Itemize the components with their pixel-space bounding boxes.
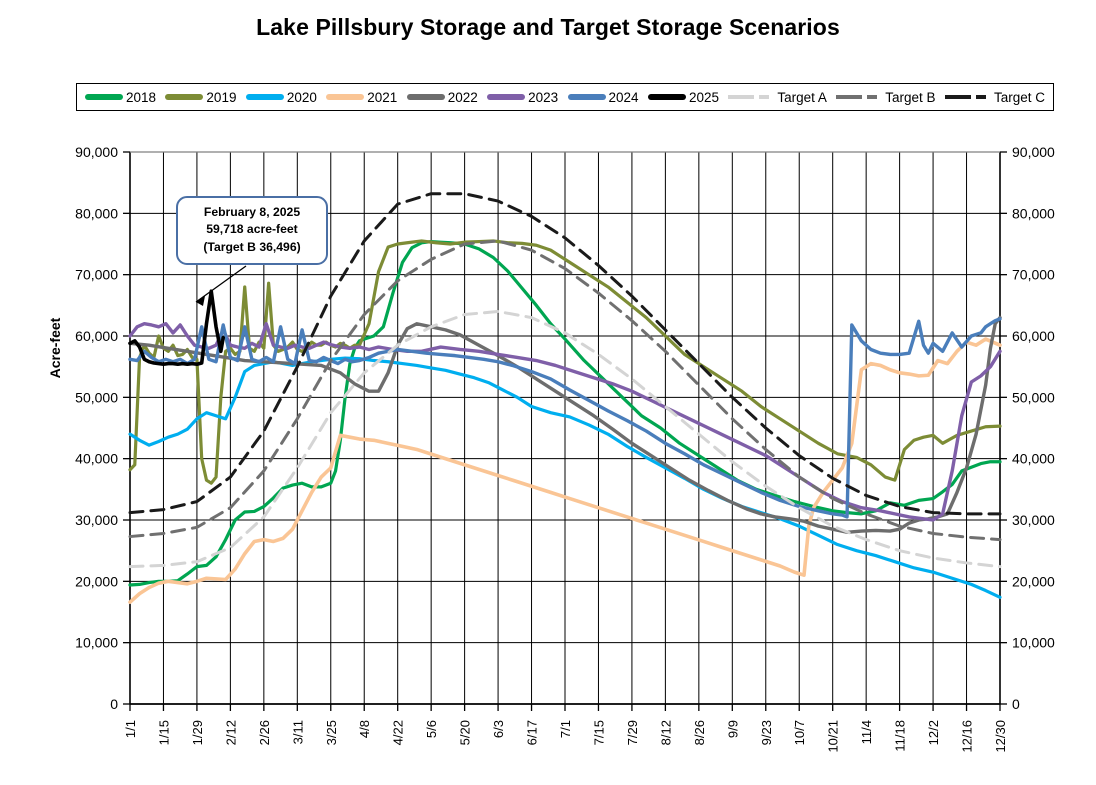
legend-swatch xyxy=(245,94,284,100)
legend-label: Target C xyxy=(993,89,1045,105)
legend-item-2020[interactable]: 2020 xyxy=(245,89,317,105)
x-tick-label: 3/11 xyxy=(290,720,305,744)
x-tick-label: 7/1 xyxy=(558,720,573,738)
x-tick-label: 1/29 xyxy=(190,720,205,745)
x-tick-label: 7/29 xyxy=(625,720,640,745)
x-tick-label: 5/20 xyxy=(458,720,473,745)
annotation-callout: February 8, 2025 59,718 acre-feet (Targe… xyxy=(176,196,328,265)
legend-swatch xyxy=(326,94,365,100)
y-tick-label-left: 60,000 xyxy=(75,328,118,344)
legend-item-target-c[interactable]: Target C xyxy=(944,89,1045,105)
y-tick-label-right: 80,000 xyxy=(1012,205,1055,221)
y-tick-label-left: 10,000 xyxy=(75,635,118,651)
legend-label: 2023 xyxy=(528,89,559,105)
x-tick-label: 8/12 xyxy=(658,720,673,745)
y-tick-label-right: 70,000 xyxy=(1012,267,1055,283)
legend-label: Target A xyxy=(777,89,827,105)
y-tick-label-left: 40,000 xyxy=(75,451,118,467)
y-tick-label-right: 10,000 xyxy=(1012,635,1055,651)
legend-item-2021[interactable]: 2021 xyxy=(326,90,397,105)
series-line-target-b xyxy=(128,239,1002,542)
x-tick-label: 1/1 xyxy=(123,720,138,738)
annotation-line-2: 59,718 acre-feet xyxy=(206,222,298,237)
legend-label: 2018 xyxy=(126,89,157,105)
x-tick-label: 10/21 xyxy=(826,720,841,753)
y-tick-label-left: 50,000 xyxy=(75,389,118,405)
legend-label: 2020 xyxy=(286,89,317,105)
legend-label: 2025 xyxy=(688,89,719,105)
legend-item-2025[interactable]: 2025 xyxy=(647,89,719,105)
annotation-leader-line xyxy=(195,265,247,303)
legend-item-target-b[interactable]: Target B xyxy=(836,89,936,105)
legend-swatch xyxy=(487,94,526,100)
series-line-target-a xyxy=(128,309,1002,569)
legend-item-2018[interactable]: 2018 xyxy=(85,90,156,105)
x-tick-label: 4/22 xyxy=(391,720,406,745)
x-tick-label: 11/18 xyxy=(893,720,908,752)
legend-item-2019[interactable]: 2019 xyxy=(165,90,236,105)
x-tick-label: 12/30 xyxy=(993,720,1008,753)
annotation-line-3: (Target B 36,496) xyxy=(203,239,301,254)
x-tick-label: 7/15 xyxy=(591,720,606,745)
x-tick-label: 3/25 xyxy=(324,720,339,745)
y-tick-label-right: 50,000 xyxy=(1012,389,1055,405)
y-tick-label-left: 70,000 xyxy=(75,267,118,283)
series-line-2020 xyxy=(128,356,1002,599)
y-tick-label-left: 30,000 xyxy=(75,512,118,528)
legend-swatch xyxy=(567,94,606,100)
series-line-2024 xyxy=(128,317,1002,519)
legend-swatch xyxy=(85,94,123,100)
y-tick-label-right: 60,000 xyxy=(1012,328,1055,344)
y-tick-label-right: 20,000 xyxy=(1012,573,1055,589)
legend-label: 2021 xyxy=(367,89,398,105)
legend-item-2023[interactable]: 2023 xyxy=(487,90,558,105)
chart-legend: 2018 2019 2020 2021 2022 2023 2024 2025 Target A… xyxy=(76,83,1054,111)
y-tick-label-left: 90,000 xyxy=(75,144,118,160)
legend-item-2022[interactable]: 2022 xyxy=(406,89,478,105)
x-tick-label: 5/6 xyxy=(424,720,439,738)
y-tick-label-left: 80,000 xyxy=(75,205,118,221)
legend-item-target-a[interactable]: Target A xyxy=(728,90,827,105)
legend-item-2024[interactable]: 2024 xyxy=(567,89,639,105)
x-tick-label: 6/17 xyxy=(525,720,540,745)
y-tick-label-right: 0 xyxy=(1012,696,1020,712)
legend-label: Target B xyxy=(885,89,936,105)
x-tick-label: 1/15 xyxy=(156,720,171,745)
annotation-line-1: February 8, 2025 xyxy=(203,205,301,219)
x-tick-label: 2/26 xyxy=(257,720,272,745)
x-tick-label: 12/2 xyxy=(926,720,941,745)
series-line-2025 xyxy=(128,289,226,367)
annotation-arrow-head xyxy=(196,296,205,306)
x-tick-label: 6/3 xyxy=(491,720,506,738)
x-tick-label: 8/26 xyxy=(692,720,707,745)
legend-label: 2019 xyxy=(206,89,237,105)
page-title: Lake Pillsbury Storage and Target Storag… xyxy=(256,14,840,40)
x-tick-label: 9/9 xyxy=(725,720,740,738)
legend-label: 2024 xyxy=(608,89,639,105)
legend-swatch xyxy=(165,94,204,100)
y-tick-label-right: 90,000 xyxy=(1012,144,1055,160)
y-tick-label-left: 0 xyxy=(110,696,118,712)
y-tick-label-left: 20,000 xyxy=(75,573,118,589)
x-tick-label: 4/8 xyxy=(357,720,372,738)
legend-label: 2022 xyxy=(447,89,478,105)
y-tick-label-right: 30,000 xyxy=(1012,512,1055,528)
y-tick-label-right: 40,000 xyxy=(1012,451,1055,467)
x-tick-label: 10/7 xyxy=(792,720,807,745)
legend-swatch xyxy=(406,94,445,100)
x-tick-label: 2/12 xyxy=(223,720,238,745)
x-tick-label: 9/23 xyxy=(759,720,774,745)
x-tick-label: 12/16 xyxy=(960,720,975,753)
x-tick-label: 11/4 xyxy=(859,720,874,744)
legend-swatch xyxy=(647,94,686,100)
series-line-2021 xyxy=(128,337,1002,604)
series-line-target-c xyxy=(128,192,1002,516)
